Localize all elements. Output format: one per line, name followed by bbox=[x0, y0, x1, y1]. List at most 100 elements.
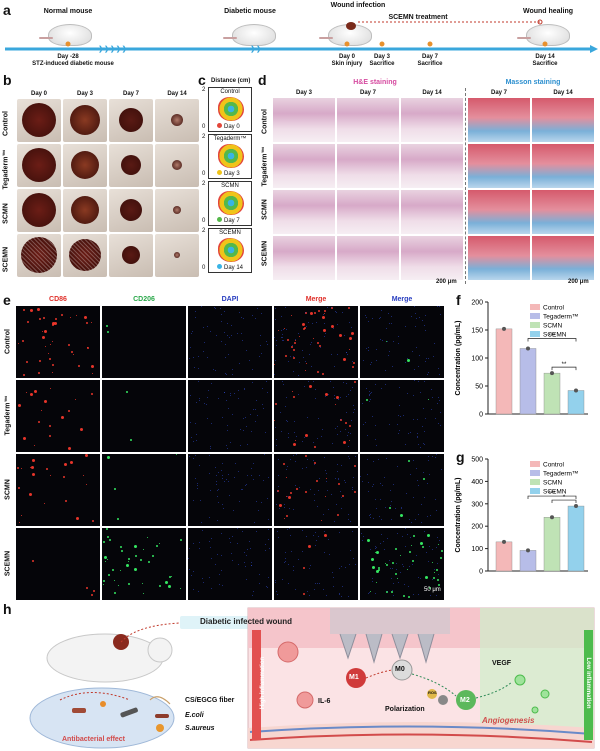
cell-signal-dot bbox=[287, 421, 288, 422]
cell-signal-dot bbox=[278, 330, 279, 331]
stz-label: STZ-induced diabetic mouse bbox=[32, 61, 114, 67]
cell-signal-dot bbox=[226, 445, 227, 446]
cell-signal-dot bbox=[224, 481, 225, 482]
cell-signal-dot bbox=[176, 454, 177, 455]
cell-signal-dot bbox=[306, 536, 307, 537]
cell-signal-dot bbox=[402, 536, 403, 537]
cell-signal-dot bbox=[369, 515, 370, 516]
cell-signal-dot bbox=[281, 337, 282, 338]
cell-signal-dot bbox=[380, 339, 381, 340]
data-point bbox=[574, 388, 578, 393]
cell-signal-dot bbox=[407, 359, 410, 362]
wound-photo bbox=[17, 99, 61, 142]
panel-e-letter: e bbox=[3, 292, 11, 308]
cell-signal-dot bbox=[279, 508, 280, 509]
cell-signal-dot bbox=[343, 358, 346, 361]
cell-signal-dot bbox=[417, 437, 418, 438]
cell-signal-dot bbox=[293, 356, 294, 357]
masson-stain-image bbox=[468, 144, 530, 188]
cell-signal-dot bbox=[200, 500, 201, 501]
cell-signal-dot bbox=[340, 419, 342, 421]
cell-signal-dot bbox=[226, 374, 227, 375]
cell-signal-dot bbox=[168, 585, 171, 588]
cell-signal-dot bbox=[255, 421, 256, 422]
cell-signal-dot bbox=[221, 533, 222, 534]
cell-signal-dot bbox=[413, 535, 415, 537]
cell-signal-dot bbox=[353, 362, 355, 364]
cell-signal-dot bbox=[274, 374, 275, 375]
cell-signal-dot bbox=[37, 308, 40, 311]
cell-signal-dot bbox=[311, 342, 312, 343]
cell-signal-dot bbox=[275, 582, 276, 583]
cell-signal-dot bbox=[222, 417, 223, 418]
cell-signal-dot bbox=[239, 363, 240, 364]
cell-signal-dot bbox=[198, 368, 199, 369]
cell-signal-dot bbox=[92, 520, 94, 522]
cell-signal-dot bbox=[284, 328, 285, 329]
cell-signal-dot bbox=[422, 426, 423, 427]
cell-signal-dot bbox=[435, 499, 436, 500]
cell-signal-dot bbox=[416, 347, 417, 348]
cell-signal-dot bbox=[435, 418, 436, 419]
cell-signal-dot bbox=[26, 392, 27, 393]
cell-signal-dot bbox=[92, 373, 93, 374]
cell-signal-dot bbox=[237, 528, 238, 529]
cell-signal-dot bbox=[202, 530, 203, 531]
y-axis-label: Concentration (pg/mL) bbox=[455, 320, 462, 395]
cell-signal-dot bbox=[380, 317, 381, 318]
cell-signal-dot bbox=[134, 568, 137, 571]
cell-signal-dot bbox=[106, 528, 108, 530]
cell-signal-dot bbox=[418, 485, 419, 486]
cell-signal-dot bbox=[193, 357, 194, 358]
cell-signal-dot bbox=[341, 566, 342, 567]
cell-signal-dot bbox=[315, 583, 316, 584]
cell-signal-dot bbox=[316, 480, 318, 482]
cell-signal-dot bbox=[423, 408, 424, 409]
wound-area bbox=[71, 196, 99, 224]
cell-signal-dot bbox=[23, 374, 25, 376]
cell-signal-dot bbox=[282, 381, 283, 382]
cell-signal-dot bbox=[171, 576, 172, 577]
cell-signal-dot bbox=[439, 540, 440, 541]
cell-signal-dot bbox=[286, 477, 287, 478]
cell-signal-dot bbox=[319, 478, 320, 479]
d-ms-col-day14: Day 14 bbox=[553, 90, 573, 96]
cell-signal-dot bbox=[424, 325, 425, 326]
ms-scale-bar-label: 200 μm bbox=[568, 279, 589, 285]
cell-signal-dot bbox=[433, 577, 435, 579]
cell-signal-dot bbox=[423, 478, 425, 480]
cell-signal-dot bbox=[207, 397, 208, 398]
cell-signal-dot bbox=[225, 357, 226, 358]
cell-signal-dot bbox=[345, 567, 346, 568]
trace-legend: Day 3 bbox=[217, 170, 240, 177]
cell-signal-dot bbox=[418, 444, 419, 445]
cell-signal-dot bbox=[409, 566, 410, 567]
cell-signal-dot bbox=[240, 445, 241, 446]
cell-signal-dot bbox=[65, 500, 67, 502]
cell-signal-dot bbox=[427, 374, 428, 375]
cell-signal-dot bbox=[78, 365, 80, 367]
cell-signal-dot bbox=[375, 552, 376, 553]
cell-signal-dot bbox=[275, 427, 276, 428]
y-tick-label: 0 bbox=[479, 412, 483, 419]
cell-signal-dot bbox=[313, 535, 314, 536]
cell-signal-dot bbox=[438, 397, 439, 398]
cell-signal-dot bbox=[259, 356, 260, 357]
cell-signal-dot bbox=[385, 563, 386, 564]
trace-group-label: SCMN bbox=[221, 183, 239, 189]
cell-signal-dot bbox=[267, 392, 268, 393]
cell-signal-dot bbox=[293, 371, 294, 372]
cell-signal-dot bbox=[63, 476, 65, 478]
cell-signal-dot bbox=[228, 474, 229, 475]
cell-signal-dot bbox=[310, 312, 313, 315]
cell-signal-dot bbox=[345, 482, 346, 483]
he-stain-image bbox=[337, 236, 399, 280]
cell-signal-dot bbox=[334, 521, 335, 522]
cell-signal-dot bbox=[319, 583, 320, 584]
cell-signal-dot bbox=[314, 500, 315, 501]
legend-label: SCMN bbox=[543, 480, 562, 487]
cell-signal-dot bbox=[317, 371, 319, 373]
cell-signal-dot bbox=[256, 501, 257, 502]
day7-sacrifice-label: Sacrifice bbox=[417, 61, 443, 67]
cell-signal-dot bbox=[370, 591, 371, 592]
